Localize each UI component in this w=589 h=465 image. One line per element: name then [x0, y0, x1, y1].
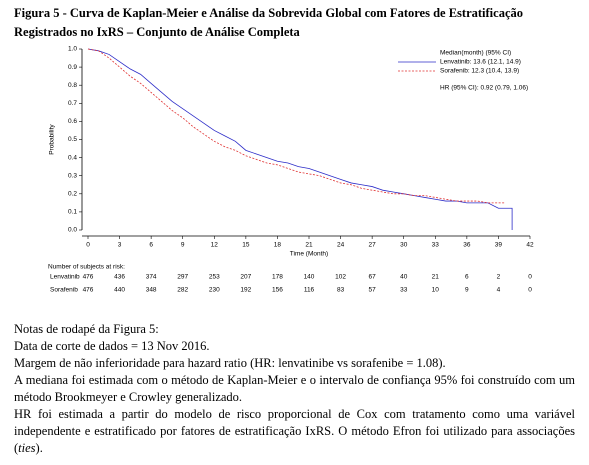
y-tick-label: 0.8: [68, 82, 77, 89]
risk-value: 192: [240, 287, 251, 294]
risk-value: 207: [240, 274, 251, 281]
risk-value: 40: [400, 274, 408, 281]
note: HR foi estimada a partir do modelo de ri…: [14, 406, 575, 457]
risk-value: 33: [400, 287, 408, 294]
risk-value: 67: [369, 274, 377, 281]
note-text: HR foi estimada a partir do modelo de ri…: [14, 407, 575, 455]
y-axis-label: Probability: [49, 124, 56, 155]
legend-label: Sorafenib: 12.3 (10.4, 13.9): [440, 68, 519, 75]
risk-value: 83: [337, 287, 345, 294]
y-tick-label: 0.9: [68, 64, 77, 71]
risk-value: 476: [83, 274, 94, 281]
x-tick-label: 30: [400, 242, 408, 249]
note: Data de corte de dados = 13 Nov 2016.: [14, 339, 210, 353]
risk-value: 282: [177, 287, 188, 294]
risk-value: 297: [177, 274, 188, 281]
x-tick-label: 42: [526, 242, 534, 249]
risk-value: 348: [146, 287, 157, 294]
risk-value: 57: [369, 287, 377, 294]
note: A mediana foi estimada com o método de K…: [14, 373, 575, 404]
risk-value: 116: [304, 287, 315, 294]
y-tick-label: 1.0: [68, 46, 77, 53]
y-tick-label: 0.7: [68, 100, 77, 107]
risk-value: 374: [146, 274, 157, 281]
risk-label: Lenvatinib: [50, 274, 80, 281]
risk-value: 10: [432, 287, 440, 294]
y-tick-label: 0.3: [68, 172, 77, 179]
x-tick-label: 3: [118, 242, 122, 249]
x-tick-label: 27: [369, 242, 377, 249]
km-curve: [87, 48, 513, 230]
title: Figura 5 - Curva de Kaplan-Meier e Análi…: [14, 6, 523, 20]
x-axis-label: Time (Month): [290, 251, 328, 258]
y-tick-label: 0.4: [68, 154, 77, 161]
x-tick-label: 39: [495, 242, 503, 249]
x-tick-label: 18: [274, 242, 282, 249]
x-tick-label: 12: [211, 242, 219, 249]
x-tick-label: 0: [86, 242, 90, 249]
x-tick-label: 6: [149, 242, 153, 249]
y-tick-label: 0.1: [68, 209, 77, 216]
x-tick-label: 21: [305, 242, 313, 249]
risk-value: 9: [465, 287, 469, 294]
risk-value: 436: [114, 274, 125, 281]
y-tick-label: 0.5: [68, 136, 77, 143]
risk-value: 253: [209, 274, 220, 281]
risk-title: Number of subjects at risk:: [48, 264, 125, 271]
x-tick-label: 9: [181, 242, 185, 249]
x-tick-label: 15: [242, 242, 250, 249]
x-tick-label: 24: [337, 242, 345, 249]
risk-value: 230: [209, 287, 220, 294]
note: Margem de não inferioridade para hazard …: [14, 356, 446, 370]
footnotes: Notas de rodapé da Figura 5: Data de cor…: [14, 321, 575, 457]
legend-label: Lenvatinib: 13.6 (12.1, 14.9): [440, 59, 521, 66]
y-tick-label: 0.6: [68, 118, 77, 125]
risk-value: 476: [83, 287, 94, 294]
note-text: ).: [35, 441, 43, 455]
title: Registrados no IxRS – Conjunto de Anális…: [14, 25, 300, 39]
risk-value: 102: [335, 274, 346, 281]
risk-value: 0: [528, 274, 532, 281]
risk-value: 6: [465, 274, 469, 281]
chart: 0.00.10.20.30.40.50.60.70.80.91.00 3 6 9 12 1…: [48, 46, 534, 294]
legend-title: Median(month) (95% CI): [440, 50, 511, 57]
annotation: HR (95% CI): 0.92 (0.79, 1.06): [440, 85, 528, 92]
risk-value: 440: [114, 287, 125, 294]
risk-value: 4: [497, 287, 501, 294]
y-tick-label: 0.0: [68, 227, 77, 234]
note-italic: ties: [18, 441, 36, 455]
risk-value: 156: [272, 287, 283, 294]
risk-value: 178: [272, 274, 283, 281]
risk-value: 140: [304, 274, 315, 281]
risk-value: 21: [432, 274, 440, 281]
risk-value: 0: [528, 287, 532, 294]
x-tick-label: 36: [463, 242, 471, 249]
risk-label: Sorafenib: [50, 287, 78, 294]
note: Notas de rodapé da Figura 5:: [14, 322, 159, 336]
x-tick-label: 33: [432, 242, 440, 249]
y-tick-label: 0.2: [68, 191, 77, 198]
risk-value: 2: [497, 274, 501, 281]
